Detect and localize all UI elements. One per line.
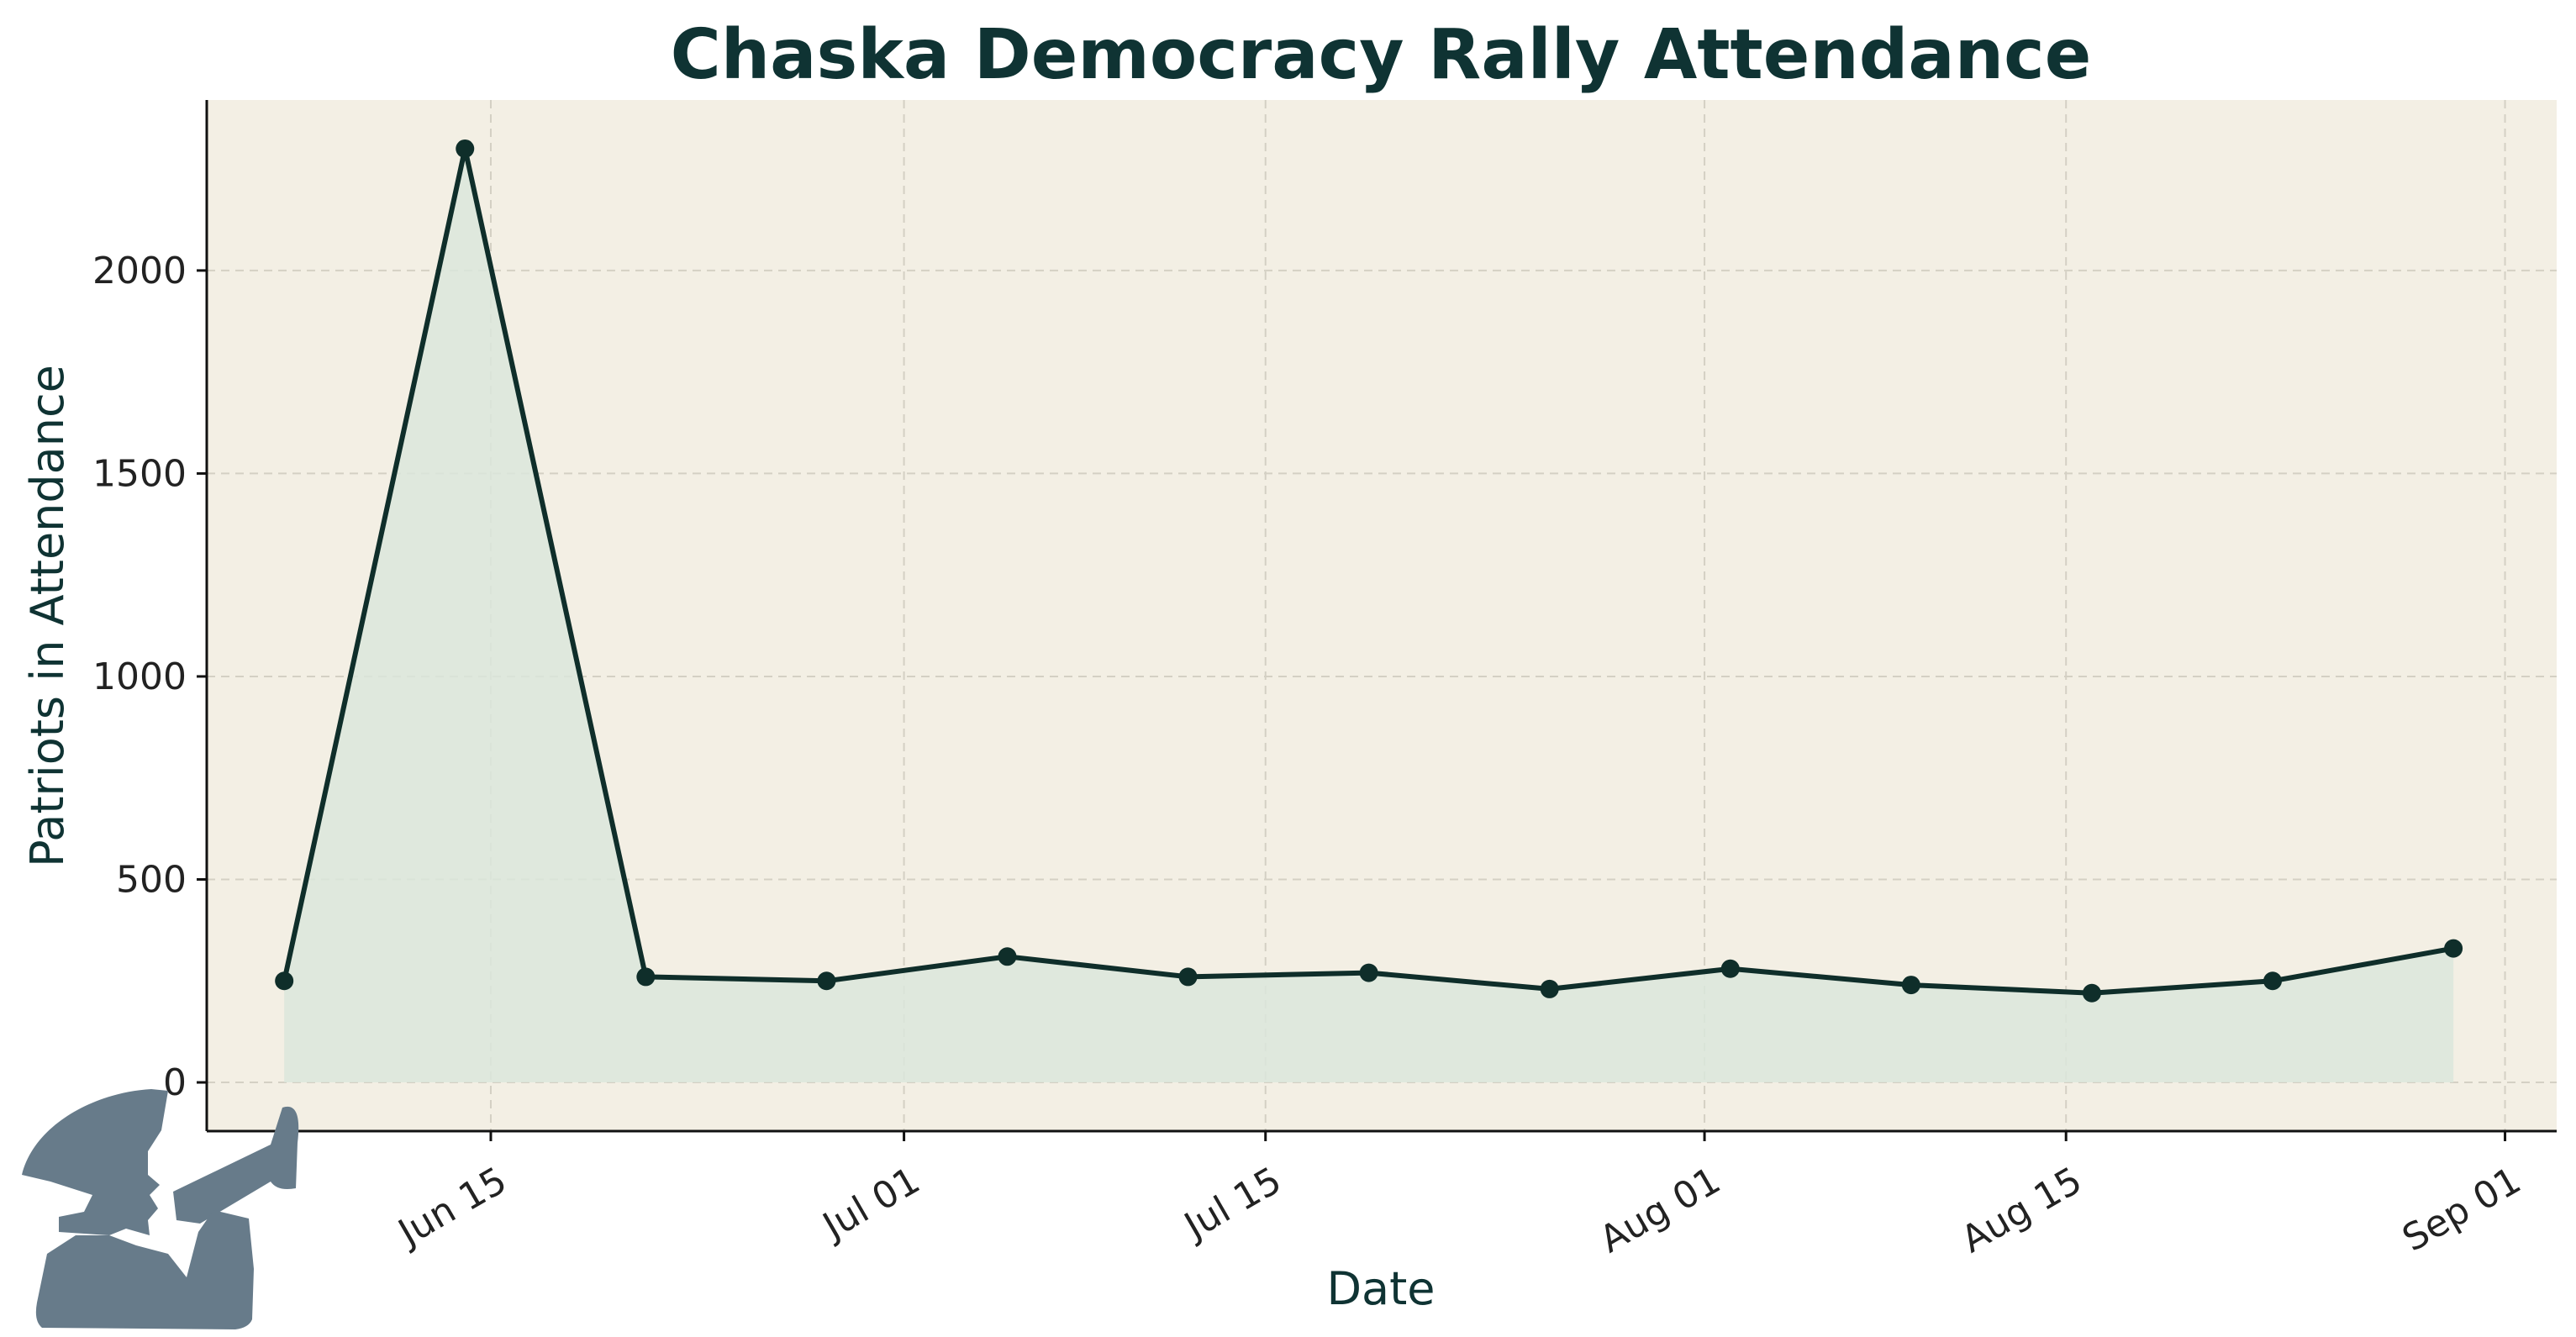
data-point <box>456 139 475 158</box>
attendance-points <box>275 139 2463 1003</box>
x-tick-label: Aug 01 <box>1593 1159 1728 1261</box>
data-point <box>998 947 1017 966</box>
x-tick-label: Jul 01 <box>814 1159 927 1249</box>
data-point <box>817 971 836 991</box>
data-point <box>1359 963 1378 982</box>
x-tick-label: Sep 01 <box>2395 1159 2528 1261</box>
data-point <box>1178 967 1198 987</box>
y-axis-label: Patriots in Attendance <box>21 365 74 867</box>
y-tick-label: 2000 <box>92 250 187 292</box>
data-point <box>1540 979 1559 998</box>
data-point <box>2082 983 2101 1003</box>
data-point <box>1720 959 1740 978</box>
x-axis-label: Date <box>1326 1262 1435 1315</box>
x-tick-label: Jul 15 <box>1176 1159 1289 1249</box>
data-point <box>636 967 656 987</box>
data-point <box>275 971 294 991</box>
x-tick-label: Aug 15 <box>1954 1159 2089 1261</box>
data-point <box>2444 939 2463 958</box>
data-point <box>1901 976 1920 995</box>
x-ticks: Jun 15 Jul 01 Jul 15 Aug 01 Aug 15 Sep 01 <box>389 1131 2528 1261</box>
y-tick-label: 1000 <box>92 655 187 698</box>
data-point <box>2263 971 2283 991</box>
chart-title: Chaska Democracy Rally Attendance <box>671 15 2092 95</box>
y-tick-label: 1500 <box>92 452 187 495</box>
person-with-megaphone-icon <box>22 1089 299 1329</box>
x-tick-label: Jun 15 <box>389 1159 514 1255</box>
attendance-area-fill <box>284 149 2454 1082</box>
y-tick-label: 500 <box>116 858 187 901</box>
